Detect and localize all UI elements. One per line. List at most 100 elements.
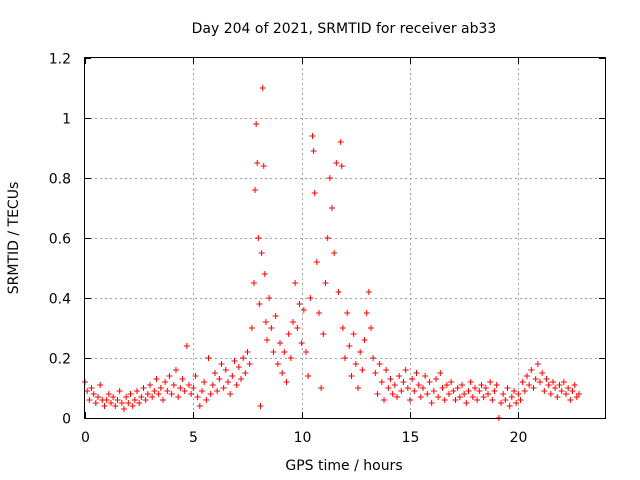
data-point (309, 133, 316, 139)
data-point (123, 394, 130, 400)
data-point (164, 388, 171, 394)
grid-lines (85, 58, 605, 418)
data-point (424, 391, 431, 397)
data-point (227, 391, 234, 397)
data-point (342, 355, 348, 361)
data-point (467, 379, 474, 385)
data-point (292, 280, 299, 286)
data-point (517, 397, 524, 403)
data-point (465, 388, 472, 394)
data-point (344, 310, 351, 316)
chart-title: Day 204 of 2021, SRMTID for receiver ab3… (192, 21, 497, 37)
data-point (368, 325, 374, 331)
data-point (147, 382, 153, 388)
data-point (97, 382, 104, 388)
data-point (359, 367, 366, 373)
data-point (235, 364, 242, 370)
data-point (194, 394, 201, 400)
data-point (528, 367, 535, 373)
data-point (441, 397, 448, 403)
data-point (541, 388, 548, 394)
data-point (162, 379, 169, 385)
data-point (90, 391, 97, 397)
data-point (105, 391, 112, 397)
plot-area-frame (84, 57, 606, 419)
data-point (92, 400, 99, 406)
data-point (290, 319, 296, 325)
data-point (567, 397, 574, 403)
data-point (212, 370, 218, 376)
data-point (274, 361, 281, 367)
data-point (435, 394, 442, 400)
data-point (461, 391, 468, 397)
data-point (389, 391, 396, 397)
data-point (149, 394, 156, 400)
data-point (203, 397, 210, 403)
data-point (233, 382, 240, 388)
data-point (426, 379, 433, 385)
data-point (437, 370, 444, 376)
data-point (554, 394, 561, 400)
data-point (116, 388, 123, 394)
data-point (452, 397, 459, 403)
data-point (151, 388, 158, 394)
data-point (246, 361, 253, 367)
data-point (316, 310, 322, 316)
data-point (530, 385, 537, 391)
data-point (504, 385, 511, 391)
data-point (537, 379, 543, 385)
axis-ticks: 0 0.2 0.4 0.6 0.8 1 1.2 0 5 10 15 20 (49, 52, 605, 446)
data-point (220, 385, 227, 391)
data-point (153, 376, 160, 382)
data-point (268, 325, 275, 331)
data-point (298, 340, 305, 346)
data-point (569, 388, 576, 394)
data-point (565, 385, 572, 391)
data-point (526, 382, 533, 388)
data-point (114, 397, 121, 403)
data-point (260, 163, 267, 169)
data-point (474, 397, 481, 403)
data-point (264, 337, 270, 343)
data-point (519, 379, 526, 385)
data-point (181, 388, 188, 394)
y-tick-label: 0 (62, 412, 71, 428)
data-point (402, 367, 409, 373)
data-point (500, 391, 507, 397)
data-point (430, 388, 437, 394)
data-point (283, 379, 290, 385)
data-point (254, 160, 261, 166)
data-point (270, 349, 277, 355)
data-point (539, 370, 546, 376)
data-point (231, 358, 238, 364)
data-point (511, 388, 517, 394)
data-point (508, 394, 515, 400)
data-point (376, 361, 383, 367)
data-point (108, 400, 114, 406)
x-tick-label: 0 (81, 430, 90, 446)
data-point (196, 403, 203, 409)
data-point (209, 382, 216, 388)
data-point (407, 397, 413, 403)
data-point (491, 388, 498, 394)
data-point (487, 379, 494, 385)
data-point (84, 388, 91, 394)
data-point (355, 385, 361, 391)
data-point (296, 301, 303, 307)
data-point (257, 403, 264, 409)
data-point (550, 379, 556, 385)
data-point (277, 340, 283, 346)
y-axis-label: SRMTID / TECUs (6, 182, 22, 295)
data-point (251, 280, 257, 286)
data-point (335, 289, 342, 295)
data-point (136, 400, 143, 406)
data-point (261, 271, 268, 277)
data-point (409, 376, 416, 382)
data-point (266, 295, 273, 301)
data-point (307, 295, 314, 301)
data-point (142, 397, 149, 403)
data-point (177, 385, 184, 391)
data-point (346, 343, 353, 349)
data-point (207, 391, 214, 397)
data-point (281, 349, 288, 355)
